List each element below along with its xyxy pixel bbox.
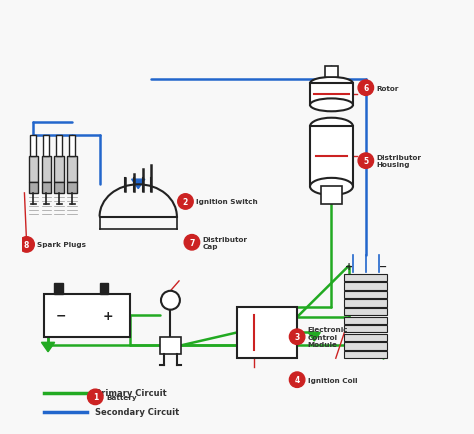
Ellipse shape <box>310 99 353 112</box>
Bar <box>345 291 387 299</box>
Circle shape <box>178 194 193 210</box>
Circle shape <box>184 235 200 250</box>
Bar <box>55 183 64 194</box>
Bar <box>345 342 387 350</box>
Bar <box>345 326 387 333</box>
Bar <box>345 283 387 290</box>
Bar <box>345 334 387 341</box>
Circle shape <box>290 329 305 345</box>
Text: 8: 8 <box>24 240 29 250</box>
Text: 3: 3 <box>294 332 300 342</box>
FancyBboxPatch shape <box>44 294 129 337</box>
Bar <box>42 183 51 194</box>
Circle shape <box>358 81 374 96</box>
Bar <box>42 157 51 183</box>
Bar <box>55 157 64 183</box>
Text: Ignition Switch: Ignition Switch <box>196 199 258 205</box>
Circle shape <box>88 389 103 404</box>
Bar <box>310 127 353 187</box>
Bar <box>345 300 387 307</box>
Text: Distributor
Housing: Distributor Housing <box>376 155 421 168</box>
Bar <box>29 157 38 183</box>
Bar <box>160 337 181 354</box>
Bar <box>55 283 63 294</box>
Text: Electronic
Control
Module: Electronic Control Module <box>308 326 348 348</box>
Text: Spark Plugs: Spark Plugs <box>37 242 86 248</box>
Bar <box>29 183 38 194</box>
Bar <box>345 351 387 358</box>
Bar <box>325 67 338 78</box>
Text: +: + <box>345 261 353 271</box>
FancyBboxPatch shape <box>237 307 297 358</box>
Text: 7: 7 <box>189 238 195 247</box>
Bar <box>67 157 77 183</box>
Text: Secondary Circuit: Secondary Circuit <box>95 408 180 417</box>
Text: 1: 1 <box>92 392 98 401</box>
Polygon shape <box>132 180 145 189</box>
Bar <box>67 183 77 194</box>
Text: 4: 4 <box>294 375 300 384</box>
Bar <box>321 187 342 204</box>
Bar <box>100 283 108 294</box>
Text: Battery: Battery <box>106 394 137 400</box>
Bar <box>30 135 36 157</box>
Polygon shape <box>308 333 320 341</box>
Text: Ignition Coil: Ignition Coil <box>308 377 357 383</box>
Text: −: − <box>379 261 387 271</box>
Ellipse shape <box>310 178 353 196</box>
Bar <box>69 135 75 157</box>
Polygon shape <box>41 342 55 352</box>
Bar <box>345 274 387 281</box>
Text: 5: 5 <box>363 157 368 166</box>
Bar <box>56 135 62 157</box>
Circle shape <box>358 154 374 169</box>
Text: +: + <box>103 309 113 322</box>
Text: Rotor: Rotor <box>376 85 399 92</box>
Text: 2: 2 <box>183 197 188 207</box>
Bar <box>43 135 49 157</box>
Text: Primary Circuit: Primary Circuit <box>95 388 167 397</box>
Circle shape <box>161 291 180 310</box>
Ellipse shape <box>310 78 353 91</box>
Text: Distributor
Cap: Distributor Cap <box>203 236 247 250</box>
Text: 6: 6 <box>363 84 368 93</box>
Circle shape <box>19 237 34 253</box>
Text: −: − <box>55 309 66 322</box>
Bar <box>345 317 387 324</box>
Circle shape <box>290 372 305 388</box>
Bar <box>345 308 387 316</box>
Bar <box>310 84 353 105</box>
Ellipse shape <box>310 118 353 135</box>
